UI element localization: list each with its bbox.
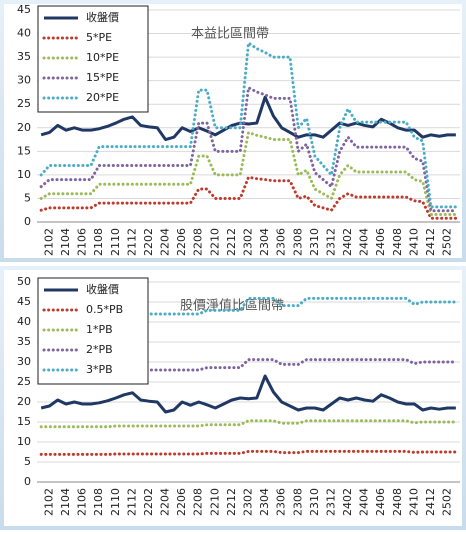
legend-label: 0.5*PB [86,303,123,316]
x-tick-label: 2104 [59,228,72,256]
x-tick-label: 2310 [308,228,321,256]
x-tick-label: 2206 [175,488,188,516]
x-tick-label: 2210 [208,228,221,256]
x-tick-label: 2210 [208,488,221,516]
y-tick-label: 5 [24,455,31,468]
legend-label: 5*PE [86,31,112,44]
x-tick-label: 2406 [374,488,387,516]
x-tick-label: 2502 [441,488,454,516]
x-tick-label: 2202 [142,228,155,256]
x-tick-label: 2108 [92,488,105,516]
x-tick-label: 2112 [125,228,138,256]
y-tick-label: 45 [17,3,31,16]
x-tick-label: 2302 [242,488,255,516]
y-tick-label: 15 [17,144,31,157]
y-tick-label: 30 [17,355,31,368]
y-tick-label: 35 [17,335,31,348]
x-tick-label: 2402 [341,488,354,516]
legend-label: 20*PE [86,91,119,104]
y-tick-label: 10 [17,168,31,181]
x-tick-label: 2302 [242,228,255,256]
y-tick-label: 20 [17,395,31,408]
y-tick-label: 35 [17,50,31,63]
x-tick-label: 2306 [275,488,288,516]
legend-label: 2*PB [86,343,113,356]
x-tick-label: 2206 [175,228,188,256]
x-tick-label: 2104 [59,488,72,516]
series-line [39,86,458,213]
x-tick-label: 2408 [391,488,404,516]
y-tick-label: 20 [17,121,31,134]
series-line [40,374,456,414]
x-tick-label: 2502 [441,228,454,256]
x-tick-label: 2306 [275,228,288,256]
x-tick-label: 2212 [225,228,238,256]
x-tick-label: 2402 [341,228,354,256]
x-tick-label: 2406 [374,228,387,256]
x-tick-label: 2412 [424,228,437,256]
x-tick-label: 2310 [308,488,321,516]
x-tick-label: 2102 [42,228,55,256]
legend-label: 收盤價 [86,10,119,24]
x-tick-label: 2304 [258,488,271,516]
x-tick-label: 2308 [291,488,304,516]
series-line [39,449,458,456]
x-tick-label: 2308 [291,228,304,256]
x-tick-label: 2106 [76,228,89,256]
y-tick-label: 40 [17,27,31,40]
x-tick-label: 2102 [42,488,55,516]
x-tick-label: 2208 [192,228,205,256]
legend-label: 3*PB [86,363,113,376]
series-line [39,175,458,220]
x-tick-label: 2112 [125,488,138,516]
y-tick-label: 25 [17,375,31,388]
x-tick-label: 2202 [142,488,155,516]
x-tick-label: 2412 [424,488,437,516]
legend-label: 收盤價 [86,282,119,296]
x-tick-label: 2208 [192,488,205,516]
x-tick-label: 2410 [407,228,420,256]
x-tick-label: 2108 [92,228,105,256]
x-tick-label: 2110 [109,228,122,256]
x-tick-label: 2312 [324,488,337,516]
x-tick-label: 2404 [358,488,371,516]
legend-box [37,5,149,113]
y-tick-label: 50 [17,275,31,288]
x-tick-label: 2404 [358,228,371,256]
series-line [39,130,458,216]
x-tick-label: 2304 [258,228,271,256]
x-tick-label: 2410 [407,488,420,516]
y-tick-label: 0 [24,475,31,488]
x-tick-label: 2110 [109,488,122,516]
x-tick-label: 2212 [225,488,238,516]
legend-label: 15*PE [86,71,119,84]
series-line [40,95,456,142]
y-tick-label: 15 [17,415,31,428]
x-tick-label: 2312 [324,228,337,256]
y-tick-label: 5 [24,191,31,204]
x-tick-label: 2204 [159,228,172,256]
y-tick-label: 30 [17,74,31,87]
x-tick-label: 2204 [159,488,172,516]
y-tick-label: 0 [24,215,31,228]
y-tick-label: 10 [17,435,31,448]
x-tick-label: 2408 [391,228,404,256]
y-tick-label: 45 [17,295,31,308]
legend-box [37,277,149,385]
y-tick-label: 40 [17,315,31,328]
legend-label: 1*PB [86,323,113,336]
x-tick-label: 2106 [76,488,89,516]
series-line [39,419,458,429]
y-tick-label: 25 [17,97,31,110]
chart-title: 本益比區間帶 [191,27,269,42]
legend-label: 10*PE [86,51,119,64]
